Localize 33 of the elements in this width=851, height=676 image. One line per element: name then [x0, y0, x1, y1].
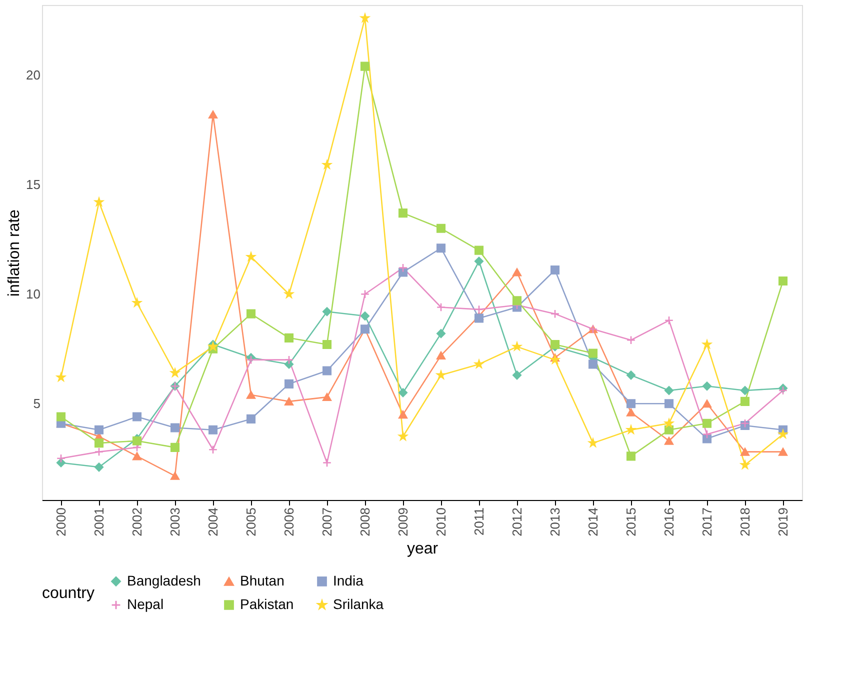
y-tick-label: 10 — [26, 286, 40, 302]
legend-label: Pakistan — [240, 596, 294, 612]
x-tick-label: 2004 — [206, 508, 220, 536]
x-tick-label: 2011 — [472, 508, 486, 536]
y-tick-label: 5 — [33, 396, 40, 412]
legend-title: country — [42, 585, 94, 602]
legend-label: Nepal — [127, 596, 164, 612]
legend-label: India — [333, 572, 364, 588]
x-tick-label: 2006 — [282, 508, 296, 536]
x-tick-label: 2008 — [358, 508, 372, 536]
y-tick-label: 15 — [26, 177, 40, 192]
legend-label: Bangladesh — [127, 572, 201, 588]
x-tick-label: 2015 — [624, 508, 638, 536]
x-axis-title: year — [406, 540, 439, 558]
x-tick-label: 2002 — [130, 508, 144, 536]
x-tick-label: 2005 — [244, 508, 258, 536]
x-tick-label: 2000 — [54, 508, 68, 536]
y-tick-label: 20 — [26, 68, 40, 83]
x-tick-label: 2003 — [168, 508, 182, 536]
x-tick-label: 2007 — [320, 508, 334, 536]
legend-label: Srilanka — [333, 596, 384, 612]
legend-label: Bhutan — [240, 572, 284, 588]
x-tick-label: 2009 — [396, 508, 410, 536]
x-tick-label: 2014 — [586, 508, 600, 536]
x-tick-label: 2018 — [738, 508, 752, 536]
x-tick-label: 2010 — [434, 508, 448, 536]
x-tick-label: 2016 — [662, 508, 676, 536]
x-tick-label: 2013 — [548, 508, 562, 536]
y-axis-title: inflation rate — [6, 209, 24, 297]
x-tick-label: 2019 — [776, 508, 790, 536]
x-tick-label: 2001 — [92, 508, 106, 536]
x-tick-label: 2012 — [510, 508, 524, 536]
x-tick-label: 2017 — [700, 508, 714, 536]
